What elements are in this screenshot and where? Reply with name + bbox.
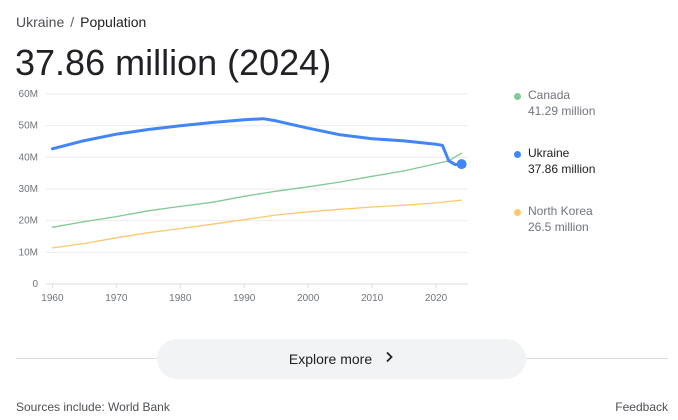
x-tick-label: 1960 — [41, 293, 64, 304]
divider-left — [16, 358, 157, 359]
x-tick-label: 1990 — [233, 293, 256, 304]
legend-item-name: Canada — [528, 88, 571, 102]
chart-grid — [46, 93, 468, 288]
y-tick-label: 0 — [32, 279, 38, 290]
legend-item-value: 41.29 million — [528, 104, 596, 118]
population-headline: 37.86 million (2024) — [15, 42, 332, 83]
feedback-link[interactable]: Feedback — [615, 400, 668, 414]
y-tick-label: 40M — [19, 152, 38, 163]
y-axis-labels: 0 10M 20M 30M 40M 50M 60M — [19, 89, 39, 290]
x-tick-label: 2000 — [297, 293, 320, 304]
legend-item-value: 37.86 million — [528, 162, 596, 176]
x-tick-label: 1980 — [169, 293, 192, 304]
y-tick-label: 20M — [19, 216, 38, 227]
legend-item-name: Ukraine — [528, 146, 570, 160]
legend-dot-icon — [514, 93, 521, 100]
breadcrumb-current: Population — [80, 14, 147, 30]
y-tick-label: 10M — [19, 247, 38, 258]
x-tick-label: 1970 — [105, 293, 128, 304]
explore-more-label: Explore more — [288, 351, 373, 367]
highlight-point[interactable] — [456, 159, 467, 170]
chevron-right-icon — [384, 350, 394, 368]
x-axis-labels: 1960 1970 1980 1990 2000 2010 2020 — [41, 293, 447, 304]
series-line-north-korea — [51, 199, 463, 249]
legend-item-value: 26.5 million — [528, 220, 589, 234]
y-tick-label: 50M — [19, 121, 38, 132]
divider-right — [526, 358, 668, 359]
sources-text: Sources include: World Bank — [16, 400, 170, 414]
x-tick-label: 2020 — [425, 293, 448, 304]
population-line-chart[interactable]: 0 10M 20M 30M 40M 50M 60M 1960 1970 1980 1990 2000… — [0, 80, 480, 310]
series-line-ukraine — [50, 117, 464, 167]
series-line-canada — [51, 152, 463, 228]
breadcrumb-parent-link[interactable]: Ukraine — [16, 14, 65, 30]
chart-series — [50, 117, 467, 249]
legend-dot-icon — [514, 151, 521, 158]
legend-item-name: North Korea — [528, 204, 593, 218]
breadcrumb-separator: / — [70, 14, 75, 30]
y-tick-label: 30M — [19, 184, 38, 195]
y-tick-label: 60M — [19, 89, 38, 100]
x-tick-label: 2010 — [361, 293, 384, 304]
legend-dot-icon — [514, 209, 521, 216]
breadcrumb: Ukraine / Population — [16, 14, 146, 30]
explore-more-button[interactable]: Explore more — [157, 339, 526, 379]
